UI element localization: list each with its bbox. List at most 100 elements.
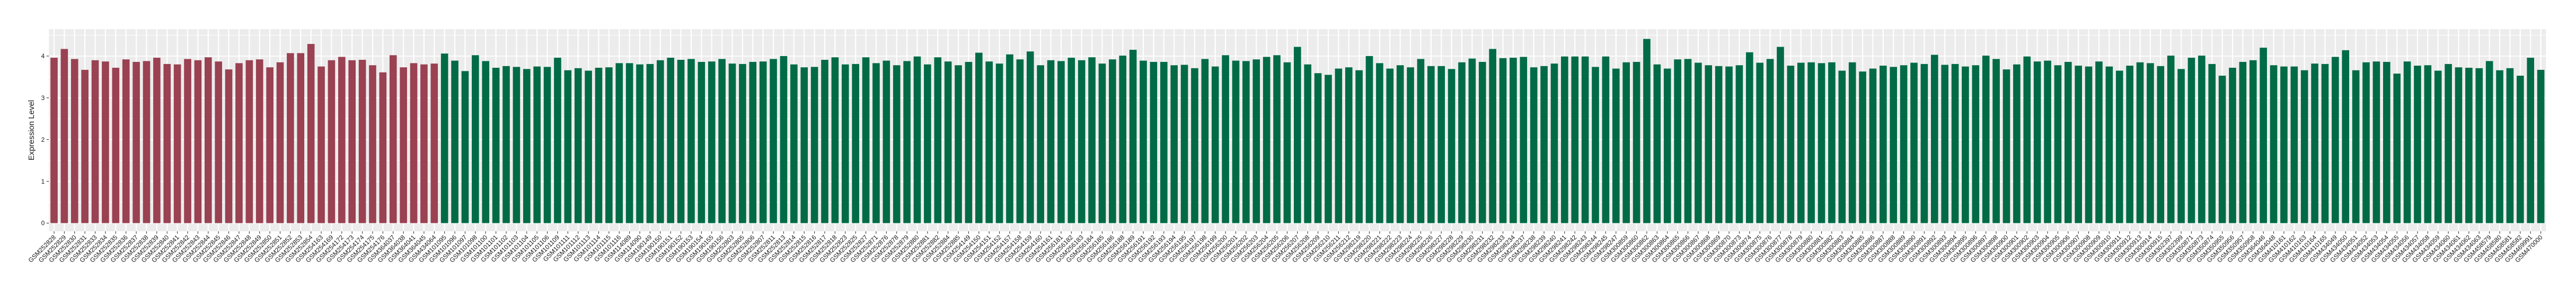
- bar: [749, 61, 757, 223]
- bar: [2332, 57, 2339, 223]
- bar: [1540, 66, 1548, 223]
- bar: [821, 60, 828, 223]
- bar: [1180, 65, 1188, 223]
- bar: [543, 67, 551, 223]
- bar: [965, 61, 973, 223]
- bar: [1129, 50, 1137, 223]
- bar: [1962, 66, 1969, 223]
- bar: [2424, 65, 2432, 223]
- bar: [276, 62, 284, 223]
- bar: [1643, 39, 1651, 223]
- bar: [2527, 58, 2535, 223]
- bar: [1746, 52, 1753, 223]
- bar: [1550, 64, 1558, 223]
- bar: [554, 58, 561, 223]
- y-axis-ticks: [46, 56, 49, 224]
- bar: [841, 64, 849, 223]
- bar: [1355, 70, 1363, 223]
- bar: [708, 61, 716, 223]
- bar: [1078, 60, 1086, 223]
- bar: [1705, 65, 1713, 223]
- bar: [1273, 55, 1281, 223]
- bar: [1941, 65, 1948, 223]
- bar: [2136, 62, 2144, 223]
- bar: [2187, 58, 2195, 223]
- bar: [1119, 56, 1127, 223]
- bar: [924, 64, 931, 223]
- bar: [297, 53, 305, 223]
- y-axis-tick-label: 3: [41, 94, 45, 102]
- bar: [1684, 59, 1692, 223]
- bar: [379, 72, 387, 223]
- bar: [718, 59, 726, 223]
- bar: [472, 55, 479, 223]
- bar: [893, 65, 901, 223]
- bar: [1807, 62, 1815, 223]
- bar: [1294, 47, 1301, 223]
- bar: [1170, 65, 1178, 223]
- y-axis-tick-labels: 0 1 2 3 4: [41, 52, 45, 227]
- bar: [1972, 65, 1980, 223]
- bar: [831, 57, 839, 223]
- bar: [1828, 62, 1836, 223]
- bar: [1571, 56, 1579, 223]
- bar: [1150, 61, 1158, 223]
- bar: [728, 64, 736, 223]
- bar: [70, 59, 78, 223]
- bar: [369, 65, 376, 223]
- bar: [1263, 57, 1271, 223]
- bar: [667, 58, 675, 223]
- bar: [1982, 56, 1990, 223]
- bar: [903, 61, 911, 223]
- bar: [2157, 66, 2165, 223]
- bar: [112, 67, 120, 223]
- bar: [2260, 48, 2267, 223]
- bar: [1777, 47, 1784, 223]
- bar: [1057, 61, 1065, 223]
- bar: [810, 67, 818, 223]
- bar: [1581, 56, 1589, 223]
- bar: [2249, 60, 2257, 223]
- bar: [770, 59, 777, 223]
- y-axis-tick-label: 4: [41, 52, 45, 60]
- bar: [1848, 62, 1856, 223]
- bar: [1191, 68, 1198, 223]
- bar: [595, 67, 603, 223]
- bar: [1592, 67, 1599, 223]
- bar: [184, 59, 191, 223]
- bar: [60, 49, 68, 223]
- bar: [482, 61, 490, 223]
- bar: [513, 67, 521, 223]
- bar: [1458, 62, 1466, 223]
- bar: [677, 60, 685, 223]
- bar: [1232, 60, 1240, 223]
- bar: [307, 44, 315, 223]
- bar: [1653, 64, 1661, 223]
- bar: [1376, 63, 1383, 223]
- bar: [204, 57, 212, 223]
- bar: [1787, 66, 1795, 223]
- bar: [975, 52, 983, 223]
- bar: [2496, 70, 2503, 223]
- bar: [1561, 56, 1568, 223]
- bar: [2126, 66, 2133, 223]
- bar: [615, 63, 623, 223]
- bar: [585, 70, 592, 223]
- bar: [780, 56, 788, 223]
- bar: [2198, 56, 2206, 223]
- bar: [523, 69, 531, 223]
- bar: [883, 60, 890, 223]
- bar: [1448, 69, 1455, 223]
- bar: [934, 57, 942, 223]
- bar: [625, 63, 633, 223]
- bar: [995, 64, 1003, 223]
- bar: [2311, 64, 2318, 223]
- bar: [2372, 61, 2380, 223]
- bar: [1602, 56, 1610, 223]
- bar: [317, 66, 325, 223]
- bar: [2414, 66, 2421, 223]
- bar: [1663, 68, 1671, 223]
- bar: [1437, 66, 1445, 223]
